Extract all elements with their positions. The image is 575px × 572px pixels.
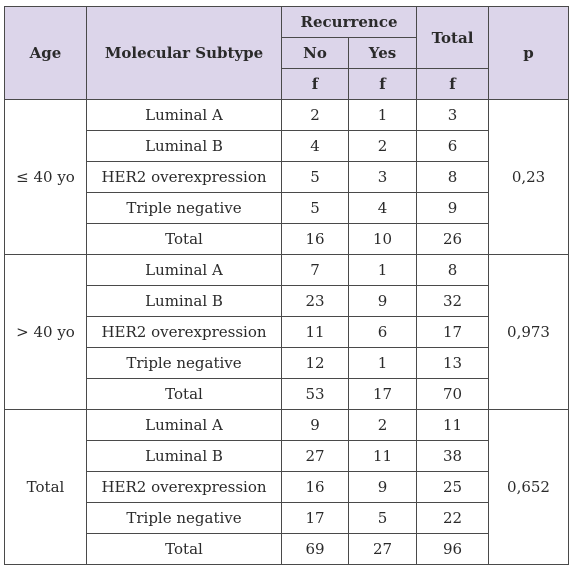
recurrence-no-cell: 11 <box>281 316 349 348</box>
recurrence-no-cell: 9 <box>281 409 349 441</box>
table-row: ≤ 40 yo Luminal A 2 1 3 0,23 <box>4 99 570 255</box>
total-cell: 25 <box>416 471 490 503</box>
header-yes: Yes <box>347 37 418 69</box>
subtype-cell: Luminal B <box>86 285 282 317</box>
table-row: Total 69 27 96 <box>5 533 569 565</box>
subtype-cell: HER2 overexpression <box>86 471 282 503</box>
header-row-3: f f f <box>5 68 569 100</box>
recurrence-no-cell: 16 <box>281 471 349 503</box>
age-group-cell: Total <box>4 409 87 565</box>
total-cell: 26 <box>416 223 490 255</box>
subtype-cell: Luminal B <box>86 440 282 472</box>
table-row: Triple negative 12 1 13 <box>5 347 569 379</box>
header-total: Total <box>416 6 490 69</box>
subtype-cell: Total <box>86 533 282 565</box>
header-row-1: Age Molecular Subtype Recurrence Total p <box>4 6 570 100</box>
recurrence-yes-cell: 27 <box>347 533 418 565</box>
header-f-no: f <box>281 68 349 100</box>
subtype-cell: Luminal A <box>86 254 282 286</box>
total-cell: 70 <box>416 378 490 410</box>
header-age: Age <box>4 6 87 100</box>
table-row: Total 16 10 26 <box>5 223 569 255</box>
header-row-2: No Yes <box>5 37 569 69</box>
table-body: ≤ 40 yo Luminal A 2 1 3 0,23 Luminal B 4 2 6 HER2 … <box>4 99 570 565</box>
total-cell: 6 <box>416 130 490 162</box>
recurrence-no-cell: 5 <box>281 161 349 193</box>
recurrence-yes-cell: 17 <box>347 378 418 410</box>
table-row: HER2 overexpression 16 9 25 <box>5 471 569 503</box>
recurrence-yes-cell: 1 <box>347 347 418 379</box>
recurrence-yes-cell: 1 <box>347 99 418 131</box>
recurrence-yes-cell: 3 <box>347 161 418 193</box>
recurrence-no-cell: 53 <box>281 378 349 410</box>
subtype-cell: Total <box>86 378 282 410</box>
total-cell: 8 <box>416 161 490 193</box>
recurrence-yes-cell: 6 <box>347 316 418 348</box>
recurrence-no-cell: 5 <box>281 192 349 224</box>
table-row: Triple negative 5 4 9 <box>5 192 569 224</box>
total-cell: 11 <box>416 409 490 441</box>
table-row: HER2 overexpression 11 6 17 <box>5 316 569 348</box>
recurrence-yes-cell: 5 <box>347 502 418 534</box>
p-value-cell: 0,973 <box>488 254 570 410</box>
total-cell: 22 <box>416 502 490 534</box>
total-cell: 96 <box>416 533 490 565</box>
table-header: Age Molecular Subtype Recurrence Total p… <box>4 6 570 100</box>
age-group-cell: ≤ 40 yo <box>4 99 87 255</box>
recurrence-no-cell: 23 <box>281 285 349 317</box>
recurrence-no-cell: 69 <box>281 533 349 565</box>
subtype-cell: Total <box>86 223 282 255</box>
subtype-cell: Luminal A <box>86 409 282 441</box>
p-value-cell: 0,23 <box>488 99 570 255</box>
header-f-total: f <box>416 68 490 100</box>
total-cell: 13 <box>416 347 490 379</box>
subtype-cell: Luminal B <box>86 130 282 162</box>
table-row: Total Luminal A 9 2 11 0,652 <box>4 409 570 565</box>
recurrence-yes-cell: 4 <box>347 192 418 224</box>
total-cell: 38 <box>416 440 490 472</box>
recurrence-by-subtype-table: Age Molecular Subtype Recurrence Total p… <box>4 6 570 565</box>
recurrence-yes-cell: 10 <box>347 223 418 255</box>
total-cell: 17 <box>416 316 490 348</box>
recurrence-no-cell: 2 <box>281 99 349 131</box>
recurrence-yes-cell: 2 <box>347 409 418 441</box>
recurrence-yes-cell: 1 <box>347 254 418 286</box>
header-p: p <box>488 6 570 100</box>
total-cell: 9 <box>416 192 490 224</box>
p-value-cell: 0,652 <box>488 409 570 565</box>
subtype-cell: Luminal A <box>86 99 282 131</box>
header-molecular-subtype: Molecular Subtype <box>86 6 282 100</box>
table-row: Luminal B 27 11 38 <box>5 440 569 472</box>
total-cell: 3 <box>416 99 490 131</box>
table-row: > 40 yo Luminal A 7 1 8 0,973 <box>4 254 570 410</box>
table-row: Total 53 17 70 <box>5 378 569 410</box>
recurrence-no-cell: 27 <box>281 440 349 472</box>
table-row: Triple negative 17 5 22 <box>5 502 569 534</box>
recurrence-yes-cell: 2 <box>347 130 418 162</box>
subtype-cell: Triple negative <box>86 502 282 534</box>
subtype-cell: HER2 overexpression <box>86 316 282 348</box>
header-no: No <box>281 37 349 69</box>
header-f-yes: f <box>347 68 418 100</box>
subtype-cell: Triple negative <box>86 192 282 224</box>
recurrence-no-cell: 12 <box>281 347 349 379</box>
recurrence-no-cell: 16 <box>281 223 349 255</box>
subtype-cell: Triple negative <box>86 347 282 379</box>
age-group-cell: > 40 yo <box>4 254 87 410</box>
recurrence-no-cell: 17 <box>281 502 349 534</box>
table-row: Luminal B 23 9 32 <box>5 285 569 317</box>
table-row: HER2 overexpression 5 3 8 <box>5 161 569 193</box>
recurrence-yes-cell: 9 <box>347 471 418 503</box>
recurrence-no-cell: 4 <box>281 130 349 162</box>
recurrence-yes-cell: 11 <box>347 440 418 472</box>
subtype-cell: HER2 overexpression <box>86 161 282 193</box>
recurrence-yes-cell: 9 <box>347 285 418 317</box>
recurrence-no-cell: 7 <box>281 254 349 286</box>
header-recurrence: Recurrence <box>280 6 418 38</box>
total-cell: 32 <box>416 285 490 317</box>
total-cell: 8 <box>416 254 490 286</box>
